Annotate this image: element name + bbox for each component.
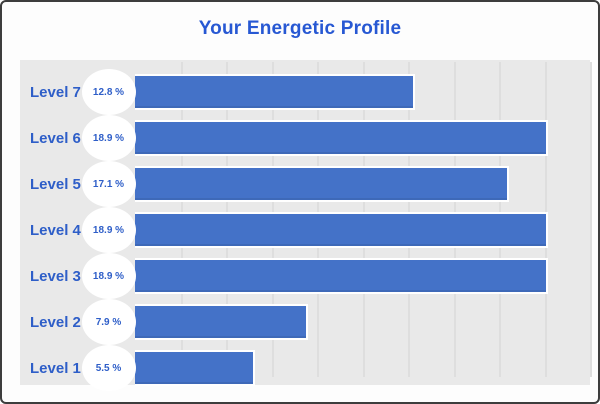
row-label: Level 1 — [30, 359, 81, 377]
bar-track — [135, 166, 590, 202]
bar — [135, 120, 549, 156]
value-badge: 5.5 % — [81, 345, 136, 391]
row-label: Level 2 — [30, 313, 81, 331]
chart-row: Level 6 18.9 % — [20, 115, 590, 161]
chart-panel: Level 7 12.8 % Level 6 18.9 % Level 5 17.1 % L… — [20, 60, 592, 391]
bar — [135, 166, 510, 202]
chart-row: Level 5 17.1 % — [20, 161, 590, 207]
value-badge-cell: 7.9 % — [81, 299, 136, 345]
page-title: Your Energetic Profile — [198, 18, 402, 39]
chart-row: Level 7 12.8 % — [20, 69, 590, 115]
bar-track — [135, 74, 590, 110]
value-badge: 17.1 % — [81, 161, 136, 207]
value-badge: 7.9 % — [81, 299, 136, 345]
bar-track — [135, 120, 590, 156]
bar-rows: Level 7 12.8 % Level 6 18.9 % Level 5 17.1 % L… — [20, 69, 590, 391]
row-label: Level 3 — [30, 267, 81, 285]
bar-track — [135, 258, 590, 294]
gridline — [590, 62, 592, 377]
bar — [135, 350, 256, 386]
value-badge-cell: 5.5 % — [81, 345, 136, 391]
value-badge-cell: 17.1 % — [81, 161, 136, 207]
bar-track — [135, 212, 590, 248]
bar — [135, 74, 415, 110]
value-badge-cell: 18.9 % — [81, 207, 136, 253]
row-label: Level 4 — [30, 221, 81, 239]
bar — [135, 212, 549, 248]
chart-row: Level 1 5.5 % — [20, 345, 590, 391]
row-label: Level 6 — [30, 129, 81, 147]
value-badge-cell: 12.8 % — [81, 69, 136, 115]
value-badge: 18.9 % — [81, 253, 136, 299]
row-label: Level 5 — [30, 175, 81, 193]
chart-row: Level 3 18.9 % — [20, 253, 590, 299]
row-label: Level 7 — [30, 83, 81, 101]
bar — [135, 304, 308, 340]
chart-row: Level 4 18.9 % — [20, 207, 590, 253]
bar — [135, 258, 549, 294]
bar-track — [135, 304, 590, 340]
value-badge-cell: 18.9 % — [81, 253, 136, 299]
bar-track — [135, 350, 590, 386]
value-badge: 18.9 % — [81, 115, 136, 161]
value-badge: 18.9 % — [81, 207, 136, 253]
value-badge: 12.8 % — [81, 69, 136, 115]
chart-row: Level 2 7.9 % — [20, 299, 590, 345]
value-badge-cell: 18.9 % — [81, 115, 136, 161]
